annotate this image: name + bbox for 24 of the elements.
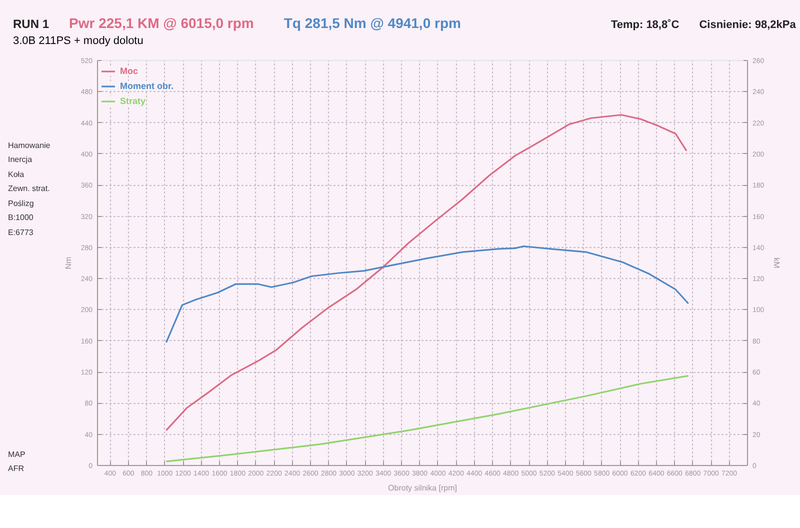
text: Pwr 225,1 KM @ 6015,0 rpm — [69, 15, 254, 31]
y-axis-title: Nm — [64, 256, 73, 270]
text: Temp: 18,8˚C — [610, 19, 680, 31]
legend-label: Moment obr. — [120, 81, 174, 91]
line-series — [165, 114, 688, 432]
text: Koła — [8, 168, 26, 180]
line-series — [165, 374, 690, 462]
text: Zewn. strat. — [8, 183, 50, 195]
x-axis-title: Obroty silnika [rpm] — [388, 484, 457, 492]
chart-title: RUN 1 — [13, 17, 50, 31]
text: B:1000 — [8, 212, 34, 224]
text: AFR — [8, 463, 25, 475]
text: Cisnienie: 98,2kPa — [699, 19, 796, 31]
chart-subtitle: 3.0B 211PS + mody dolotu — [13, 34, 144, 49]
y2-axis-title: kM — [772, 258, 782, 269]
text: MAP — [8, 448, 26, 460]
legend-label: Straty — [120, 96, 146, 106]
line-series — [165, 245, 690, 344]
text: Tq 281,5 Nm @ 4941,0 rpm — [284, 15, 461, 31]
text: Inercja — [8, 154, 34, 166]
text: E:6773 — [8, 226, 34, 238]
text: Poślizg — [8, 198, 35, 210]
text: Hamowanie — [8, 140, 50, 152]
legend-label: Moc — [120, 66, 139, 76]
